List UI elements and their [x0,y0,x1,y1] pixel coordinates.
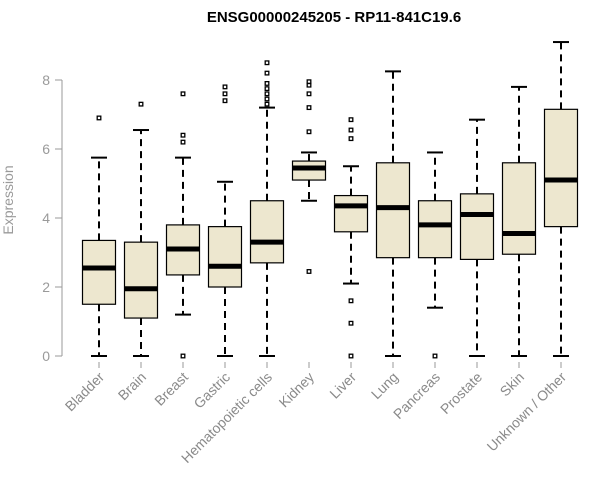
outlier-point [348,353,354,359]
x-tick-label: Pancreas [390,369,443,422]
y-tick-label: 2 [42,279,50,295]
box-gastric [207,84,243,357]
y-tick-label: 8 [42,72,50,88]
iqr-box [543,108,579,228]
outlier-point [264,101,270,107]
outlier-point [264,70,270,76]
outlier-point [432,353,438,359]
box-kidney [291,79,327,274]
outlier-point [264,86,270,92]
outlier-point [306,105,312,111]
y-tick-label: 0 [42,348,50,364]
outlier-point [264,81,270,86]
x-tick-label: Liver [326,369,359,402]
box-pancreas [417,151,453,359]
box-breast [165,91,201,359]
outlier-point [180,91,186,97]
y-axis-ticks: 0 2 4 6 8 [42,72,62,364]
box-bladder [81,115,117,357]
iqr-box [123,241,159,319]
outlier-point [264,60,270,66]
outlier-point [348,127,354,133]
iqr-box [417,200,453,259]
box-unknown-other [543,41,579,357]
box-skin [501,85,537,357]
outlier-point [348,117,354,123]
y-tick-label: 6 [42,141,50,157]
x-tick-label: Bladder [62,369,108,415]
iqr-box [375,162,411,259]
outlier-point [348,320,354,326]
outlier-point [306,79,312,85]
outlier-point [222,98,228,104]
outlier-point [306,91,312,97]
outlier-point [96,115,102,121]
chart-title: ENSG00000245205 - RP11-841C19.6 [207,9,461,26]
outlier-point [348,136,354,142]
iqr-box [207,226,243,288]
box-brain [123,101,159,357]
box-series [81,41,579,359]
box-hematopoietic-cells [249,60,285,357]
iqr-box [459,193,495,261]
x-tick-label: Breast [151,369,191,409]
x-tick-label: Skin [497,369,528,400]
outlier-point [264,91,270,97]
iqr-box [291,160,327,181]
iqr-box [333,194,369,233]
iqr-box [249,200,285,264]
iqr-box [501,162,537,255]
outlier-point [138,101,144,107]
outlier-point [306,129,312,135]
outlier-point [180,353,186,359]
outlier-point [180,139,186,145]
outlier-point [222,84,228,90]
iqr-box [81,239,117,305]
x-tick-label: Prostate [437,369,485,417]
outlier-point [264,96,270,102]
outlier-point [180,132,186,138]
outlier-point [348,298,354,304]
x-tick-label: Brain [115,369,149,403]
outlier-point [222,91,228,97]
box-lung [375,70,411,357]
box-prostate [459,118,495,357]
x-tick-label: Lung [368,369,401,402]
x-tick-label: Kidney [276,369,318,411]
box-liver [333,117,369,359]
outlier-point [306,269,312,274]
x-tick-label: Unknown / Other [484,369,570,455]
y-axis-label: Expression [0,165,16,234]
y-tick-label: 4 [42,210,50,226]
